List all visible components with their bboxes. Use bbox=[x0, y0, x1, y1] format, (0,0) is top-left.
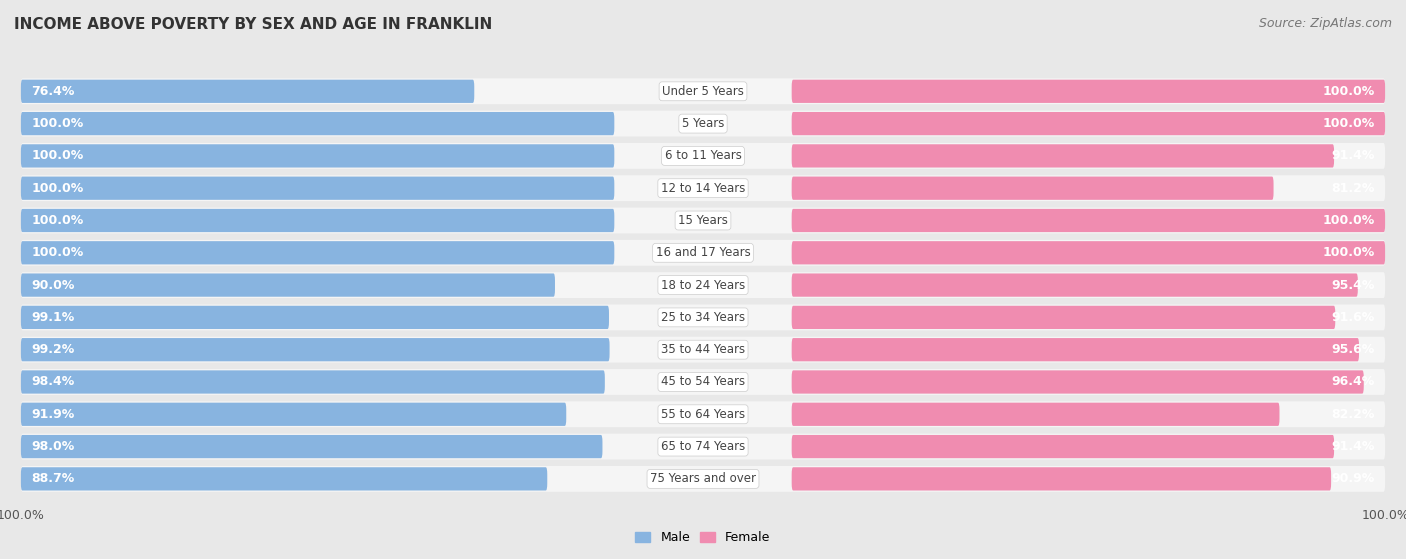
FancyBboxPatch shape bbox=[21, 401, 1385, 427]
Text: 12 to 14 Years: 12 to 14 Years bbox=[661, 182, 745, 195]
Text: 100.0%: 100.0% bbox=[1323, 85, 1375, 98]
FancyBboxPatch shape bbox=[21, 78, 1385, 104]
Text: 98.4%: 98.4% bbox=[31, 376, 75, 389]
FancyBboxPatch shape bbox=[21, 209, 614, 232]
Text: Source: ZipAtlas.com: Source: ZipAtlas.com bbox=[1258, 17, 1392, 30]
Text: 45 to 54 Years: 45 to 54 Years bbox=[661, 376, 745, 389]
Text: 16 and 17 Years: 16 and 17 Years bbox=[655, 247, 751, 259]
Text: 15 Years: 15 Years bbox=[678, 214, 728, 227]
FancyBboxPatch shape bbox=[21, 371, 605, 394]
FancyBboxPatch shape bbox=[792, 435, 1334, 458]
Text: 88.7%: 88.7% bbox=[31, 472, 75, 485]
Text: 35 to 44 Years: 35 to 44 Years bbox=[661, 343, 745, 356]
FancyBboxPatch shape bbox=[792, 306, 1336, 329]
FancyBboxPatch shape bbox=[21, 466, 1385, 492]
Text: 100.0%: 100.0% bbox=[1323, 247, 1375, 259]
FancyBboxPatch shape bbox=[21, 144, 614, 168]
Text: 76.4%: 76.4% bbox=[31, 85, 75, 98]
Text: 6 to 11 Years: 6 to 11 Years bbox=[665, 149, 741, 163]
FancyBboxPatch shape bbox=[792, 80, 1385, 103]
Text: 5 Years: 5 Years bbox=[682, 117, 724, 130]
FancyBboxPatch shape bbox=[792, 144, 1334, 168]
FancyBboxPatch shape bbox=[21, 112, 614, 135]
Text: 96.4%: 96.4% bbox=[1331, 376, 1375, 389]
FancyBboxPatch shape bbox=[21, 80, 474, 103]
Text: 82.2%: 82.2% bbox=[1331, 408, 1375, 421]
FancyBboxPatch shape bbox=[21, 241, 614, 264]
Text: 91.6%: 91.6% bbox=[1331, 311, 1375, 324]
Text: 100.0%: 100.0% bbox=[1323, 214, 1375, 227]
FancyBboxPatch shape bbox=[792, 241, 1385, 264]
Text: 99.2%: 99.2% bbox=[31, 343, 75, 356]
FancyBboxPatch shape bbox=[21, 369, 1385, 395]
Text: INCOME ABOVE POVERTY BY SEX AND AGE IN FRANKLIN: INCOME ABOVE POVERTY BY SEX AND AGE IN F… bbox=[14, 17, 492, 32]
Text: 25 to 34 Years: 25 to 34 Years bbox=[661, 311, 745, 324]
Text: 91.4%: 91.4% bbox=[1331, 440, 1375, 453]
Text: 90.9%: 90.9% bbox=[1331, 472, 1375, 485]
FancyBboxPatch shape bbox=[792, 338, 1360, 361]
FancyBboxPatch shape bbox=[21, 467, 547, 490]
FancyBboxPatch shape bbox=[21, 402, 567, 426]
Text: 100.0%: 100.0% bbox=[31, 149, 83, 163]
Text: 100.0%: 100.0% bbox=[31, 247, 83, 259]
FancyBboxPatch shape bbox=[792, 209, 1385, 232]
Text: Under 5 Years: Under 5 Years bbox=[662, 85, 744, 98]
Text: 65 to 74 Years: 65 to 74 Years bbox=[661, 440, 745, 453]
Text: 95.4%: 95.4% bbox=[1331, 278, 1375, 292]
Text: 81.2%: 81.2% bbox=[1331, 182, 1375, 195]
Text: 98.0%: 98.0% bbox=[31, 440, 75, 453]
Text: 55 to 64 Years: 55 to 64 Years bbox=[661, 408, 745, 421]
FancyBboxPatch shape bbox=[21, 434, 1385, 459]
Text: 100.0%: 100.0% bbox=[1323, 117, 1375, 130]
FancyBboxPatch shape bbox=[21, 207, 1385, 234]
Text: 18 to 24 Years: 18 to 24 Years bbox=[661, 278, 745, 292]
FancyBboxPatch shape bbox=[21, 435, 602, 458]
FancyBboxPatch shape bbox=[21, 240, 1385, 266]
Text: 95.6%: 95.6% bbox=[1331, 343, 1375, 356]
FancyBboxPatch shape bbox=[21, 177, 614, 200]
Legend: Male, Female: Male, Female bbox=[630, 526, 776, 549]
FancyBboxPatch shape bbox=[21, 337, 1385, 363]
Text: 75 Years and over: 75 Years and over bbox=[650, 472, 756, 485]
Text: 99.1%: 99.1% bbox=[31, 311, 75, 324]
FancyBboxPatch shape bbox=[792, 371, 1364, 394]
FancyBboxPatch shape bbox=[21, 273, 555, 297]
FancyBboxPatch shape bbox=[21, 305, 1385, 330]
FancyBboxPatch shape bbox=[21, 272, 1385, 298]
Text: 100.0%: 100.0% bbox=[31, 214, 83, 227]
FancyBboxPatch shape bbox=[21, 111, 1385, 136]
FancyBboxPatch shape bbox=[792, 273, 1358, 297]
FancyBboxPatch shape bbox=[21, 338, 610, 361]
Text: 100.0%: 100.0% bbox=[31, 117, 83, 130]
FancyBboxPatch shape bbox=[21, 143, 1385, 169]
Text: 100.0%: 100.0% bbox=[31, 182, 83, 195]
Text: 90.0%: 90.0% bbox=[31, 278, 75, 292]
FancyBboxPatch shape bbox=[21, 306, 609, 329]
Text: 91.4%: 91.4% bbox=[1331, 149, 1375, 163]
Text: 91.9%: 91.9% bbox=[31, 408, 75, 421]
FancyBboxPatch shape bbox=[792, 112, 1385, 135]
FancyBboxPatch shape bbox=[792, 467, 1331, 490]
FancyBboxPatch shape bbox=[792, 177, 1274, 200]
FancyBboxPatch shape bbox=[792, 402, 1279, 426]
FancyBboxPatch shape bbox=[21, 176, 1385, 201]
